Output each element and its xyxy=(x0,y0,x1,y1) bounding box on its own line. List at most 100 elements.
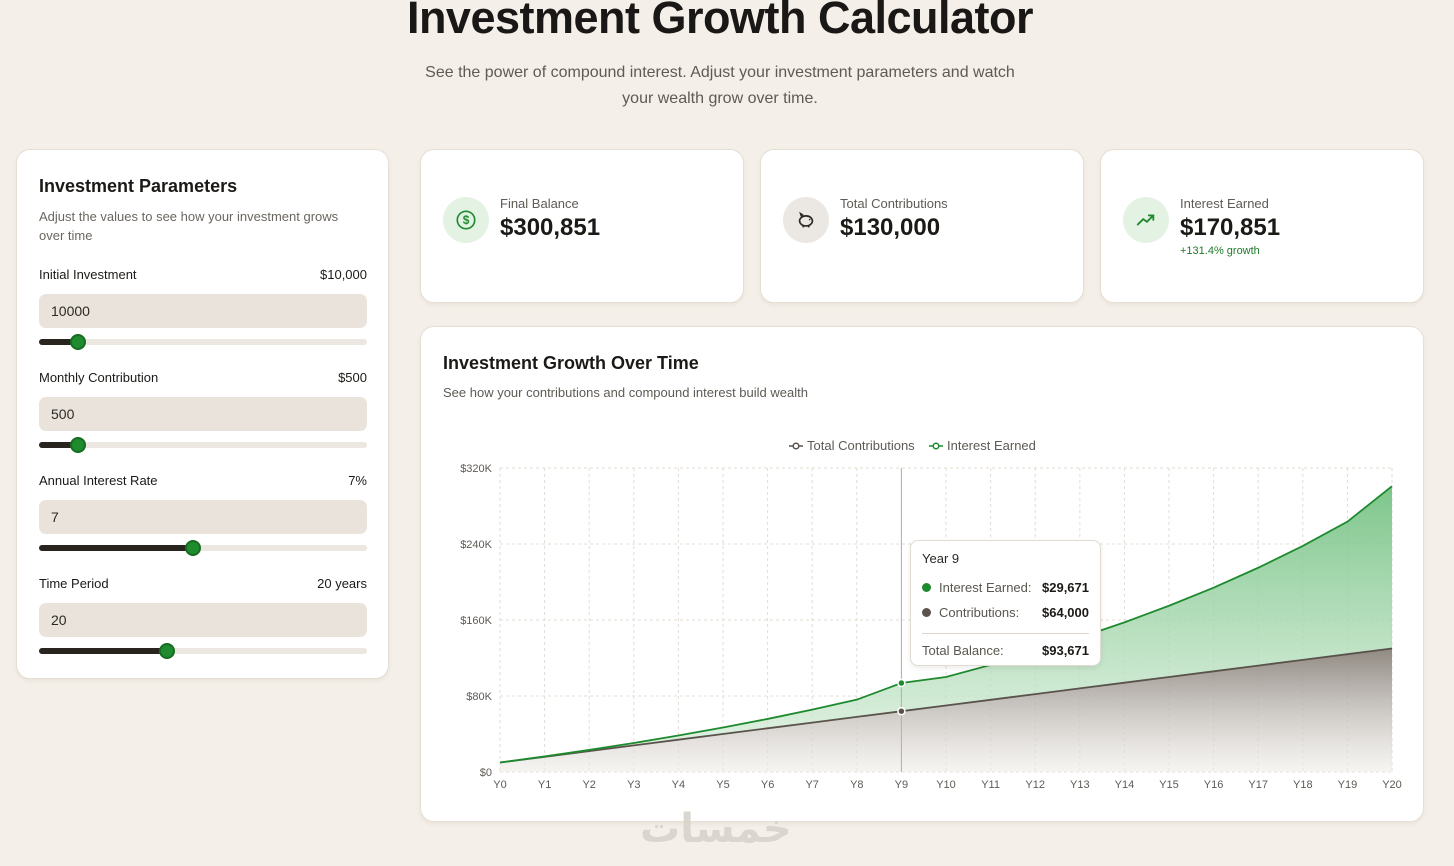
tooltip-contrib-row: Contributions: $64,000 xyxy=(922,600,1089,625)
x-tick-label: Y2 xyxy=(582,779,595,791)
x-tick-label: Y10 xyxy=(936,779,956,791)
stat-label: Total Contributions xyxy=(840,196,948,211)
y-tick-label: $80K xyxy=(466,691,492,703)
x-tick-label: Y1 xyxy=(538,779,551,791)
chart-tooltip: Year 9 Interest Earned: $29,671 Contribu… xyxy=(910,540,1101,666)
field-label: Monthly Contribution xyxy=(39,370,159,385)
x-tick-label: Y9 xyxy=(895,779,908,791)
parameters-title: Investment Parameters xyxy=(39,176,238,196)
legend-marker-icon xyxy=(932,442,940,450)
interest-area xyxy=(500,486,1392,763)
tooltip-value: $93,671 xyxy=(1042,643,1089,658)
growth-chart-card: Investment Growth Over Time See how your… xyxy=(420,326,1424,822)
legend-marker-icon xyxy=(792,442,800,450)
x-tick-label: Y0 xyxy=(493,779,506,791)
chart-title: Investment Growth Over Time xyxy=(443,353,699,373)
slider-thumb[interactable] xyxy=(70,334,87,350)
slider-fill xyxy=(39,442,79,448)
page-subtitle: See the power of compound interest. Adju… xyxy=(425,64,1015,107)
x-tick-label: Y11 xyxy=(981,779,1000,791)
interest-rate-slider[interactable] xyxy=(39,540,367,556)
monthly-contribution-input[interactable]: 500 xyxy=(39,397,367,431)
contributions-area xyxy=(500,648,1392,772)
interest-point xyxy=(897,678,906,688)
growth-badge: +131.4% growth xyxy=(1180,245,1260,257)
interest-line xyxy=(499,485,1393,764)
interest-rate-input[interactable]: 7 xyxy=(39,500,367,534)
monthly-contribution-slider[interactable] xyxy=(39,437,367,453)
x-tick-label: Y3 xyxy=(627,779,640,791)
initial-investment-slider[interactable] xyxy=(39,334,367,350)
x-tick-label: Y18 xyxy=(1293,779,1313,791)
time-period-group: Time Period 20 years 20 xyxy=(39,576,367,659)
time-period-input[interactable]: 20 xyxy=(39,603,367,637)
interest-earned-card: Interest Earned $170,851 +131.4% growth xyxy=(1100,149,1424,303)
field-label: Initial Investment xyxy=(39,267,137,282)
field-display-value: 20 years xyxy=(317,576,367,591)
total-contributions-card: Total Contributions $130,000 xyxy=(760,149,1084,303)
tooltip-divider xyxy=(922,633,1089,634)
tooltip-label: Contributions: xyxy=(939,605,1020,620)
slider-thumb[interactable] xyxy=(158,643,175,659)
parameters-description: Adjust the values to see how your invest… xyxy=(39,209,339,243)
tooltip-total-row: Total Balance: $93,671 xyxy=(922,638,1089,663)
tooltip-value: $64,000 xyxy=(1042,605,1089,620)
tooltip-title: Year 9 xyxy=(922,551,960,566)
tooltip-value: $29,671 xyxy=(1042,580,1089,595)
x-tick-label: Y16 xyxy=(1204,779,1224,791)
contrib-dot xyxy=(922,608,931,617)
interest-dot xyxy=(922,583,931,592)
y-tick-label: $240K xyxy=(460,539,492,551)
x-tick-label: Y14 xyxy=(1115,779,1135,791)
x-tick-label: Y20 xyxy=(1382,779,1402,791)
time-period-slider[interactable] xyxy=(39,643,367,659)
slider-thumb[interactable] xyxy=(185,540,202,556)
field-label: Time Period xyxy=(39,576,109,591)
field-display-value: 7% xyxy=(348,473,367,488)
field-label: Annual Interest Rate xyxy=(39,473,158,488)
stat-value: $170,851 xyxy=(1180,214,1281,241)
initial-investment-input[interactable]: 10000 xyxy=(39,294,367,328)
x-tick-label: Y8 xyxy=(850,779,863,791)
field-display-value: $10,000 xyxy=(320,267,367,282)
stat-value: $300,851 xyxy=(500,214,601,241)
slider-fill xyxy=(39,545,194,551)
parameters-card: Investment Parameters Adjust the values … xyxy=(16,149,389,679)
tooltip-interest-row: Interest Earned: $29,671 xyxy=(922,575,1089,600)
legend-label: Interest Earned xyxy=(947,438,1036,453)
x-tick-label: Y4 xyxy=(672,779,685,791)
x-tick-label: Y19 xyxy=(1338,779,1358,791)
growth-chart: $0 $80K $160K $240K $320K Y0 Y1 Y2 Y3 Y4 Y5 Y6 Y7 Y8 Y… xyxy=(460,438,1402,791)
trending-up-icon xyxy=(1123,197,1169,243)
x-tick-label: Y15 xyxy=(1159,779,1179,791)
x-tick-label: Y17 xyxy=(1248,779,1268,791)
monthly-contribution-group: Monthly Contribution $500 500 xyxy=(39,370,367,453)
y-tick-label: $320K xyxy=(460,463,492,475)
stat-value: $130,000 xyxy=(840,214,941,241)
interest-rate-group: Annual Interest Rate 7% 7 xyxy=(39,473,367,556)
field-display-value: $500 xyxy=(338,370,367,385)
stat-label: Interest Earned xyxy=(1180,196,1269,211)
slider-thumb[interactable] xyxy=(70,437,87,453)
x-tick-label: Y5 xyxy=(716,779,729,791)
x-tick-label: Y13 xyxy=(1070,779,1090,791)
piggy-bank-icon xyxy=(783,197,829,243)
contributions-point xyxy=(897,706,906,716)
dollar-circle-icon: $ xyxy=(443,197,489,243)
final-balance-card: $ Final Balance $300,851 xyxy=(420,149,744,303)
contributions-line xyxy=(499,647,1393,764)
slider-fill xyxy=(39,339,79,345)
chart-subtitle: See how your contributions and compound … xyxy=(443,385,808,400)
y-tick-label: $0 xyxy=(480,767,492,779)
legend-label: Total Contributions xyxy=(807,438,915,453)
x-tick-label: Y6 xyxy=(761,779,774,791)
watermark-logo: خمسات xyxy=(640,807,792,851)
tooltip-label: Total Balance: xyxy=(922,643,1004,658)
x-tick-label: Y12 xyxy=(1025,779,1045,791)
tooltip-label: Interest Earned: xyxy=(939,580,1032,595)
page-title: Investment Growth Calculator xyxy=(406,0,1034,43)
y-tick-label: $160K xyxy=(460,615,492,627)
initial-investment-group: Initial Investment $10,000 10000 xyxy=(39,267,367,350)
slider-fill xyxy=(39,648,167,654)
